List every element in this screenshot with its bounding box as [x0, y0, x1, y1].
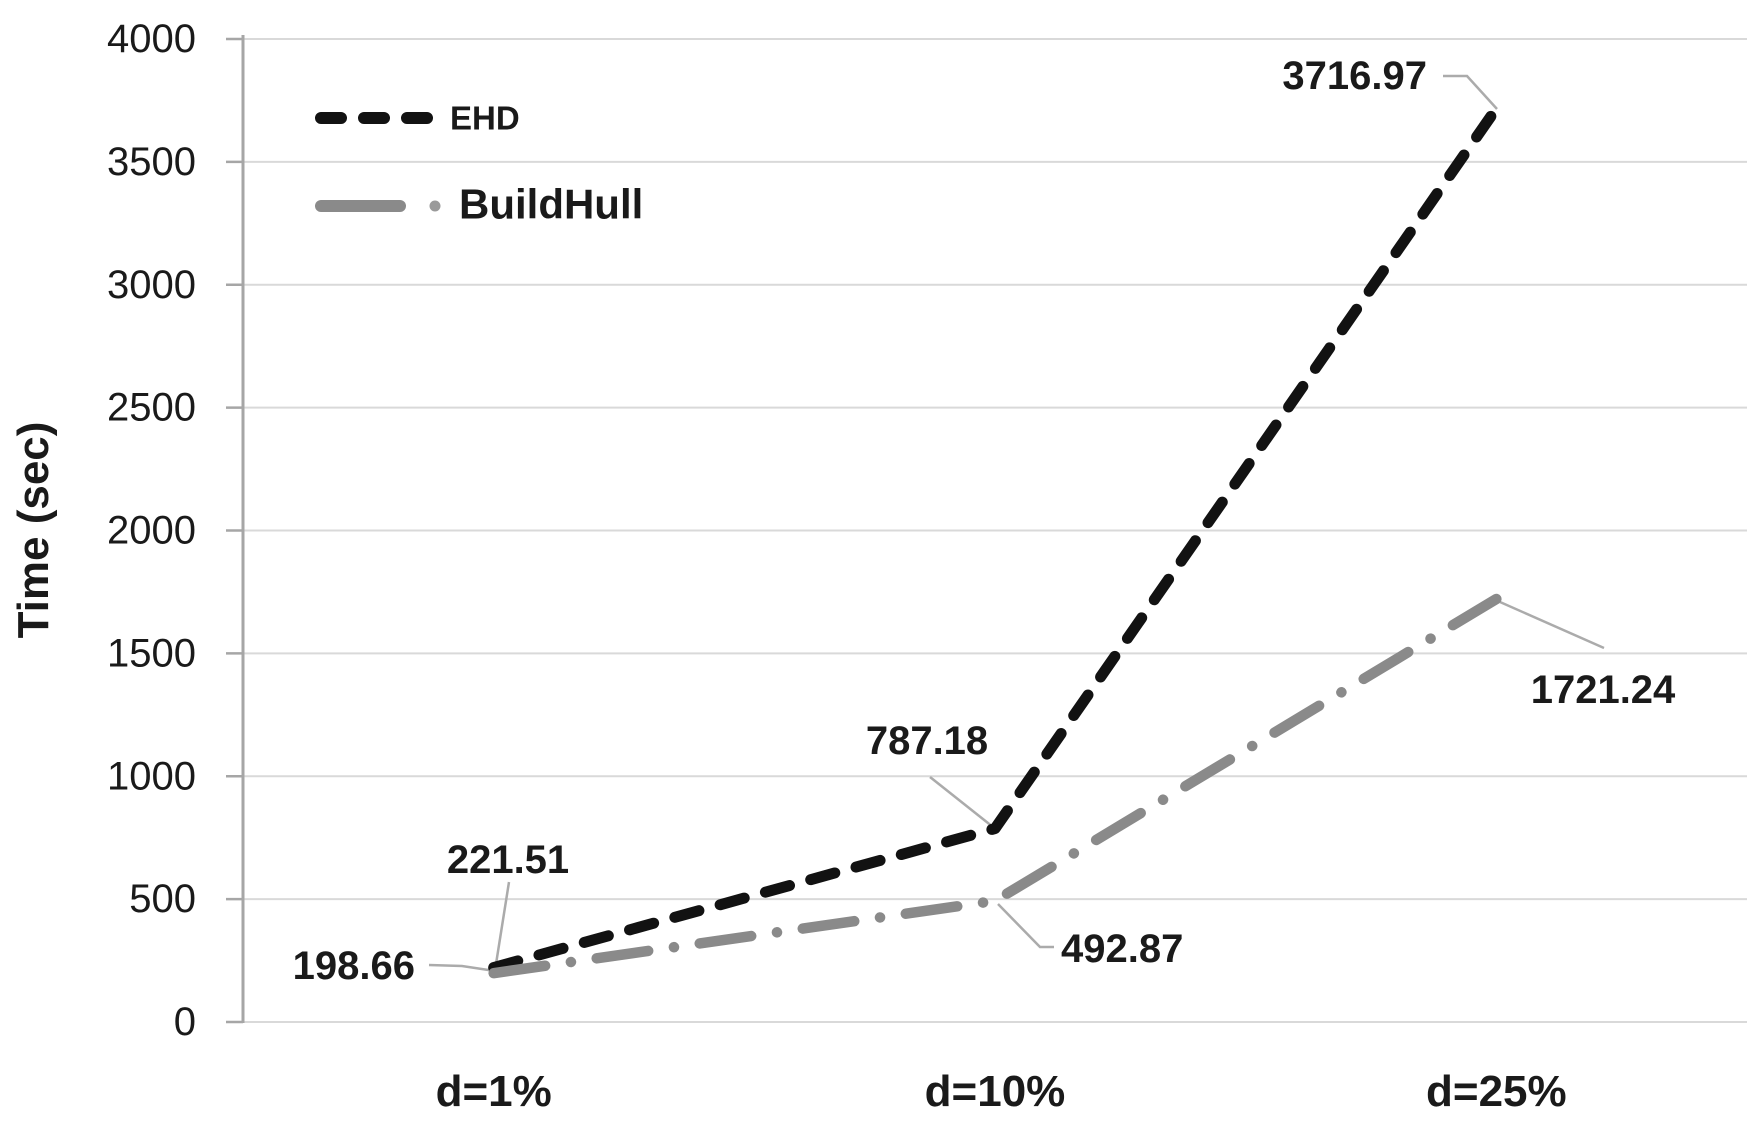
data-label-ehd-d=25%: 3716.97: [1282, 54, 1427, 98]
y-tick-label: 3000: [107, 263, 196, 307]
y-tick-label: 500: [129, 877, 196, 921]
leader-line: [997, 903, 1054, 949]
legend-label-buildhull: BuildHull: [459, 181, 643, 228]
leader-line: [929, 776, 994, 828]
data-label-buildhull-d=10%: 492.87: [1061, 927, 1183, 971]
leader-lines: [428, 74, 1605, 973]
data-label-buildhull-d=1%: 198.66: [293, 944, 415, 988]
y-tick-label: 0: [174, 1000, 196, 1044]
y-axis-ticks: [226, 37, 243, 1024]
data-labels: 221.51 787.18 3716.97 198.66 492.87 1721.24: [293, 54, 1676, 988]
legend: EHD BuildHull: [315, 100, 643, 228]
leader-line: [428, 963, 496, 973]
leader-line: [1443, 74, 1498, 110]
data-label-ehd-d=10%: 787.18: [866, 719, 988, 763]
leader-line: [494, 881, 511, 965]
x-category-label: d=10%: [925, 1067, 1066, 1116]
y-axis-title: Time (sec): [9, 421, 58, 639]
y-tick-label: 1000: [107, 754, 196, 798]
series-line-ehd: [488, 103, 1502, 974]
legend-label-ehd: EHD: [450, 100, 520, 137]
y-tick-label: 1500: [107, 631, 196, 675]
gridlines: [243, 38, 1747, 1023]
series-line-buildhull: [488, 593, 1502, 979]
legend-swatch-buildhull-dot: [429, 200, 441, 212]
y-tick-labels: 0 500 1000 1500 2000 2500 3000 3500 4000: [107, 17, 196, 1044]
data-label-buildhull-d=25%: 1721.24: [1531, 668, 1676, 712]
y-tick-label: 2000: [107, 509, 196, 553]
leader-line: [1499, 600, 1605, 650]
x-category-label: d=1%: [436, 1067, 552, 1116]
data-label-ehd-d=1%: 221.51: [447, 838, 569, 882]
y-tick-label: 3500: [107, 140, 196, 184]
x-category-label: d=25%: [1426, 1067, 1567, 1116]
y-tick-label: 2500: [107, 386, 196, 430]
y-tick-label: 4000: [107, 17, 196, 61]
x-category-labels: d=1% d=10% d=25%: [436, 1067, 1567, 1116]
